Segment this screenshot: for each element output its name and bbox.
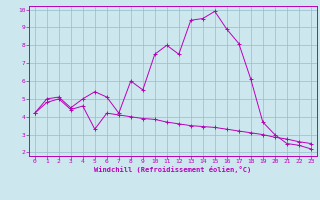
X-axis label: Windchill (Refroidissement éolien,°C): Windchill (Refroidissement éolien,°C): [94, 166, 252, 173]
